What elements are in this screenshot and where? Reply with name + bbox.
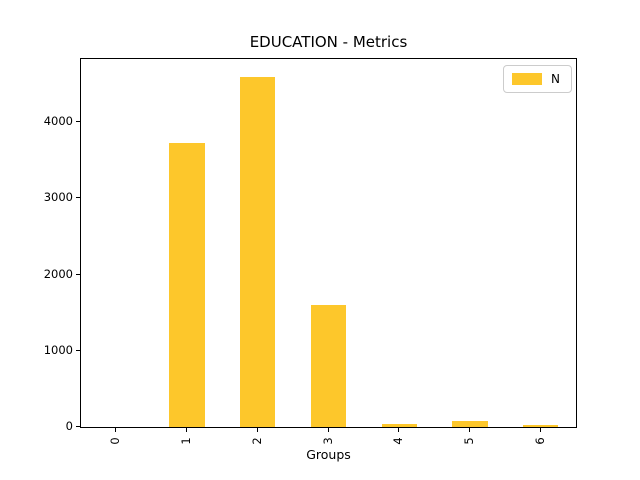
y-tick-label-3000: 3000 [43, 190, 73, 204]
bar-category-6 [522, 425, 559, 427]
bar-category-2 [240, 76, 276, 427]
y-tick-label-4000: 4000 [43, 114, 73, 128]
y-tick-label-0: 0 [65, 419, 73, 433]
bar-category-1 [169, 142, 205, 427]
x-tick-mark-2 [256, 428, 258, 432]
x-tick-mark-1 [186, 428, 188, 432]
y-tick-mark-2000 [76, 274, 80, 275]
legend-swatch-icon [512, 73, 543, 85]
y-tick-label-1000: 1000 [43, 343, 73, 357]
legend-label: N [551, 72, 560, 86]
y-tick-mark-1000 [76, 350, 80, 351]
x-tick-mark-0 [115, 428, 117, 432]
y-tick-mark-0 [76, 426, 80, 427]
chart-title: EDUCATION - Metrics [249, 33, 408, 51]
plot-area: N [80, 58, 577, 428]
bar-category-4 [381, 424, 417, 427]
x-tick-mark-5 [468, 428, 470, 432]
x-tick-mark-4 [398, 428, 400, 432]
x-tick-mark-6 [539, 428, 541, 432]
y-tick-mark-4000 [76, 121, 80, 122]
y-tick-label-2000: 2000 [43, 267, 73, 281]
bar-category-3 [310, 305, 347, 427]
x-tick-mark-3 [327, 428, 329, 432]
legend: N [503, 65, 572, 93]
x-axis-label: Groups [306, 447, 351, 462]
y-tick-mark-3000 [76, 197, 80, 198]
bar-category-5 [452, 421, 488, 427]
